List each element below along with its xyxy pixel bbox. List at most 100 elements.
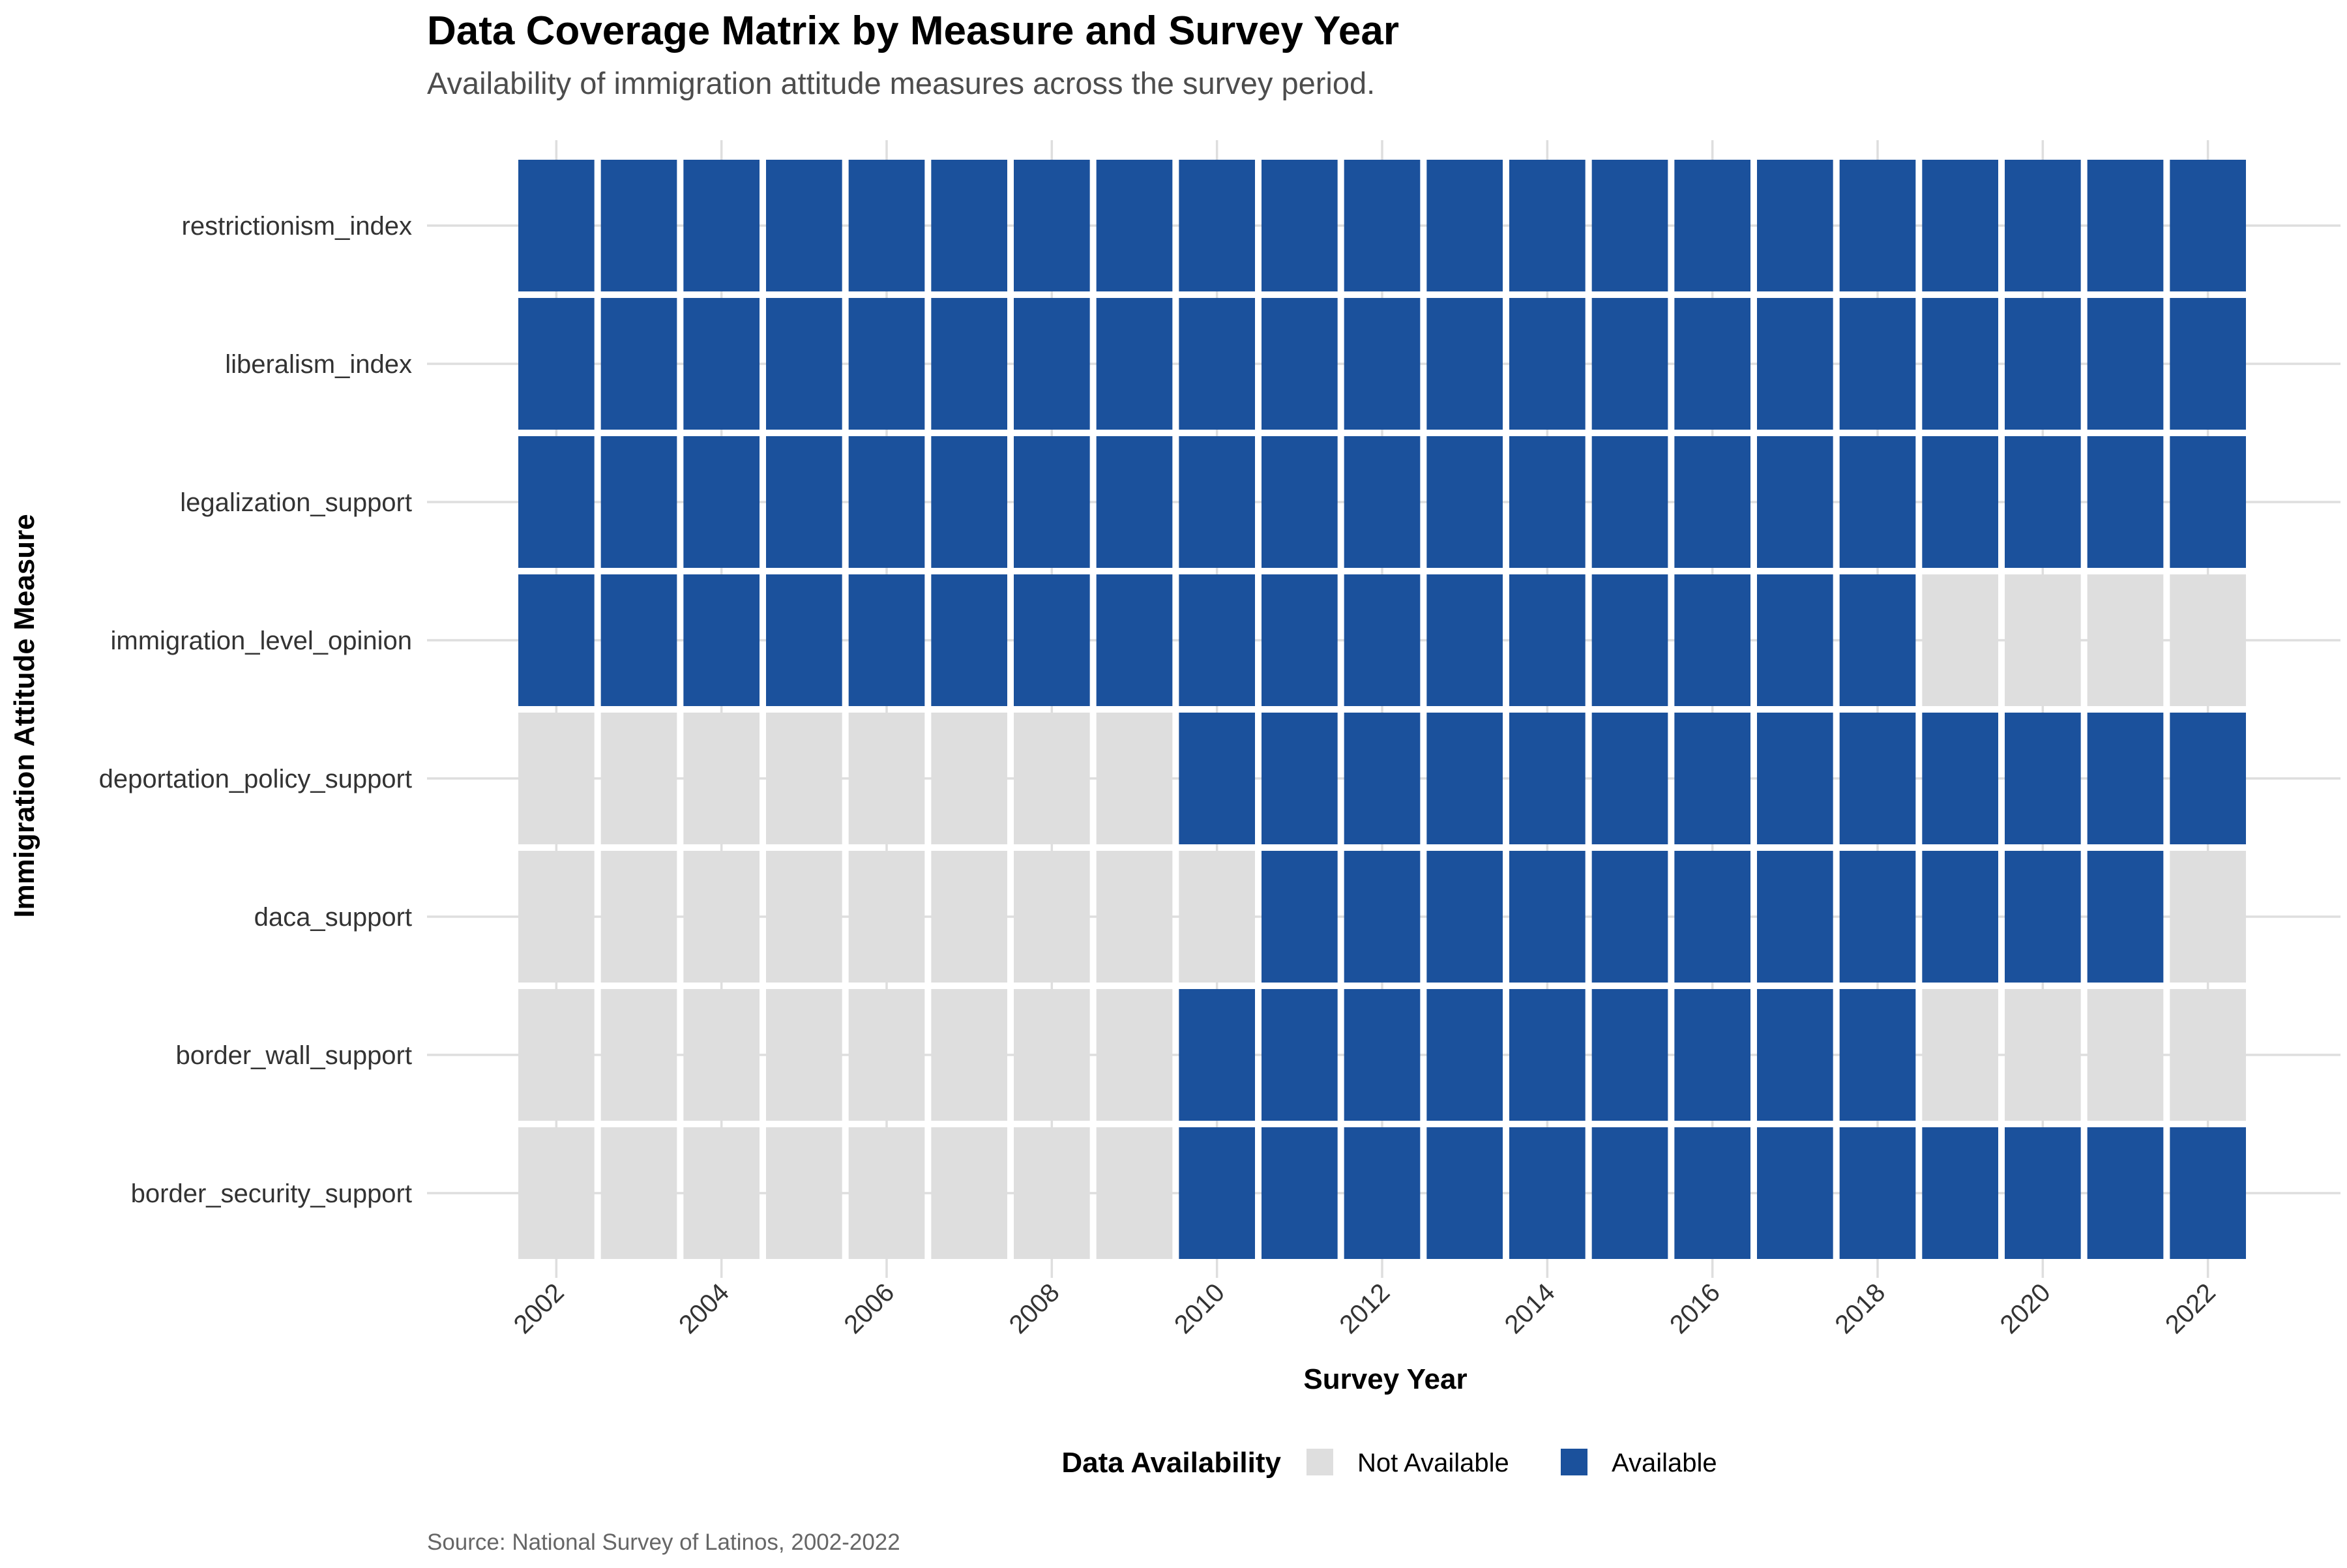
heatmap-tile bbox=[848, 989, 925, 1121]
heatmap-tile bbox=[600, 1127, 677, 1259]
heatmap-tile bbox=[683, 851, 760, 983]
x-tick-label: 2008 bbox=[1004, 1278, 1065, 1339]
heatmap-tile bbox=[2005, 160, 2081, 291]
heatmap-tile bbox=[766, 1127, 842, 1259]
heatmap-tile bbox=[2170, 436, 2246, 568]
heatmap-tile bbox=[1179, 851, 1255, 983]
heatmap-tile bbox=[518, 436, 595, 568]
heatmap-tile bbox=[1674, 851, 1750, 983]
y-axis-title: Immigration Attitude Measure bbox=[8, 514, 40, 917]
heatmap-tile bbox=[1426, 436, 1503, 568]
heatmap-tile bbox=[1674, 713, 1750, 844]
heatmap-tile bbox=[848, 436, 925, 568]
heatmap-tile bbox=[2170, 298, 2246, 430]
heatmap-tile bbox=[1839, 851, 1916, 983]
heatmap-tile bbox=[1096, 989, 1173, 1121]
x-tick-label: 2022 bbox=[2160, 1278, 2221, 1339]
heatmap-tile bbox=[518, 1127, 595, 1259]
x-tick-label: 2016 bbox=[1664, 1278, 1726, 1339]
heatmap-tile bbox=[931, 436, 1007, 568]
heatmap-tile bbox=[2005, 1127, 2081, 1259]
heatmap-tile bbox=[2170, 1127, 2246, 1259]
heatmap-tile bbox=[1262, 160, 1338, 291]
heatmap-tiles bbox=[518, 160, 2246, 1259]
heatmap-tile bbox=[2170, 574, 2246, 706]
y-tick-label: daca_support bbox=[254, 903, 412, 932]
heatmap-tile bbox=[1509, 574, 1586, 706]
heatmap-tile bbox=[2005, 851, 2081, 983]
heatmap-tile bbox=[1591, 574, 1668, 706]
heatmap-tile bbox=[1757, 436, 1833, 568]
heatmap-tile bbox=[1179, 160, 1255, 291]
heatmap-tile bbox=[1509, 851, 1586, 983]
heatmap-tile bbox=[1179, 298, 1255, 430]
x-tick-label: 2006 bbox=[838, 1278, 900, 1339]
heatmap-tile bbox=[1922, 160, 1998, 291]
heatmap-tile bbox=[2087, 436, 2164, 568]
heatmap-tile bbox=[2170, 160, 2246, 291]
y-tick-label: legalization_support bbox=[180, 488, 412, 517]
heatmap-tile bbox=[1344, 160, 1421, 291]
heatmap-tile bbox=[1179, 713, 1255, 844]
heatmap-tile bbox=[600, 436, 677, 568]
heatmap-tile bbox=[1014, 1127, 1090, 1259]
heatmap-tile bbox=[518, 298, 595, 430]
heatmap-tile bbox=[1509, 436, 1586, 568]
heatmap-tile bbox=[1262, 1127, 1338, 1259]
heatmap-tile bbox=[1839, 989, 1916, 1121]
heatmap-tile bbox=[1262, 851, 1338, 983]
heatmap-tile bbox=[1674, 1127, 1750, 1259]
heatmap-tile bbox=[1922, 989, 1998, 1121]
heatmap-tile bbox=[600, 851, 677, 983]
heatmap-tile bbox=[1922, 1127, 1998, 1259]
heatmap-tile bbox=[766, 989, 842, 1121]
x-tick-label: 2020 bbox=[1995, 1278, 2056, 1339]
heatmap-tile bbox=[1509, 1127, 1586, 1259]
heatmap-tile bbox=[1757, 713, 1833, 844]
heatmap-tile bbox=[1839, 713, 1916, 844]
heatmap-tile bbox=[1096, 574, 1173, 706]
heatmap-tile bbox=[600, 713, 677, 844]
heatmap-tile bbox=[1344, 713, 1421, 844]
x-tick-label: 2018 bbox=[1829, 1278, 1891, 1339]
heatmap-tile bbox=[518, 989, 595, 1121]
heatmap-tile bbox=[848, 298, 925, 430]
heatmap-tile bbox=[1014, 713, 1090, 844]
heatmap-tile bbox=[1426, 989, 1503, 1121]
y-tick-labels: restrictionism_index liberalism_indexlega… bbox=[99, 212, 412, 1208]
heatmap-tile bbox=[931, 1127, 1007, 1259]
heatmap-tile bbox=[931, 851, 1007, 983]
x-axis-title: Survey Year bbox=[1303, 1363, 1467, 1395]
y-tick-label: immigration_level_opinion bbox=[111, 627, 412, 655]
heatmap-tile bbox=[1839, 574, 1916, 706]
heatmap-tile bbox=[1426, 160, 1503, 291]
heatmap-tile bbox=[1922, 436, 1998, 568]
heatmap-tile bbox=[1591, 713, 1668, 844]
heatmap-tile bbox=[2087, 713, 2164, 844]
chart-subtitle: Availability of immigration attitude mea… bbox=[427, 66, 1375, 100]
chart-title: Data Coverage Matrix by Measure and Surv… bbox=[427, 8, 1399, 53]
heatmap-tile bbox=[1096, 160, 1173, 291]
heatmap-tile bbox=[1426, 713, 1503, 844]
heatmap-tile bbox=[600, 298, 677, 430]
heatmap-tile bbox=[2005, 713, 2081, 844]
heatmap-tile bbox=[2005, 298, 2081, 430]
legend-title: Data Availability bbox=[1061, 1447, 1281, 1479]
legend-swatch-not-available bbox=[1306, 1449, 1333, 1475]
heatmap-tile bbox=[1757, 1127, 1833, 1259]
heatmap-tile bbox=[1179, 574, 1255, 706]
heatmap-tile bbox=[1179, 989, 1255, 1121]
legend: Data Availability Not Available Availabl… bbox=[1061, 1447, 1717, 1479]
heatmap-tile bbox=[931, 160, 1007, 291]
heatmap-tile bbox=[1426, 851, 1503, 983]
heatmap-tile bbox=[2087, 574, 2164, 706]
heatmap-tile bbox=[1509, 298, 1586, 430]
heatmap-tile bbox=[1014, 574, 1090, 706]
heatmap-tile bbox=[1674, 298, 1750, 430]
heatmap-tile bbox=[1096, 298, 1173, 430]
heatmap-tile bbox=[1096, 1127, 1173, 1259]
heatmap-tile bbox=[1179, 436, 1255, 568]
heatmap-tile bbox=[1179, 1127, 1255, 1259]
heatmap-tile bbox=[683, 436, 760, 568]
heatmap-tile bbox=[1839, 298, 1916, 430]
